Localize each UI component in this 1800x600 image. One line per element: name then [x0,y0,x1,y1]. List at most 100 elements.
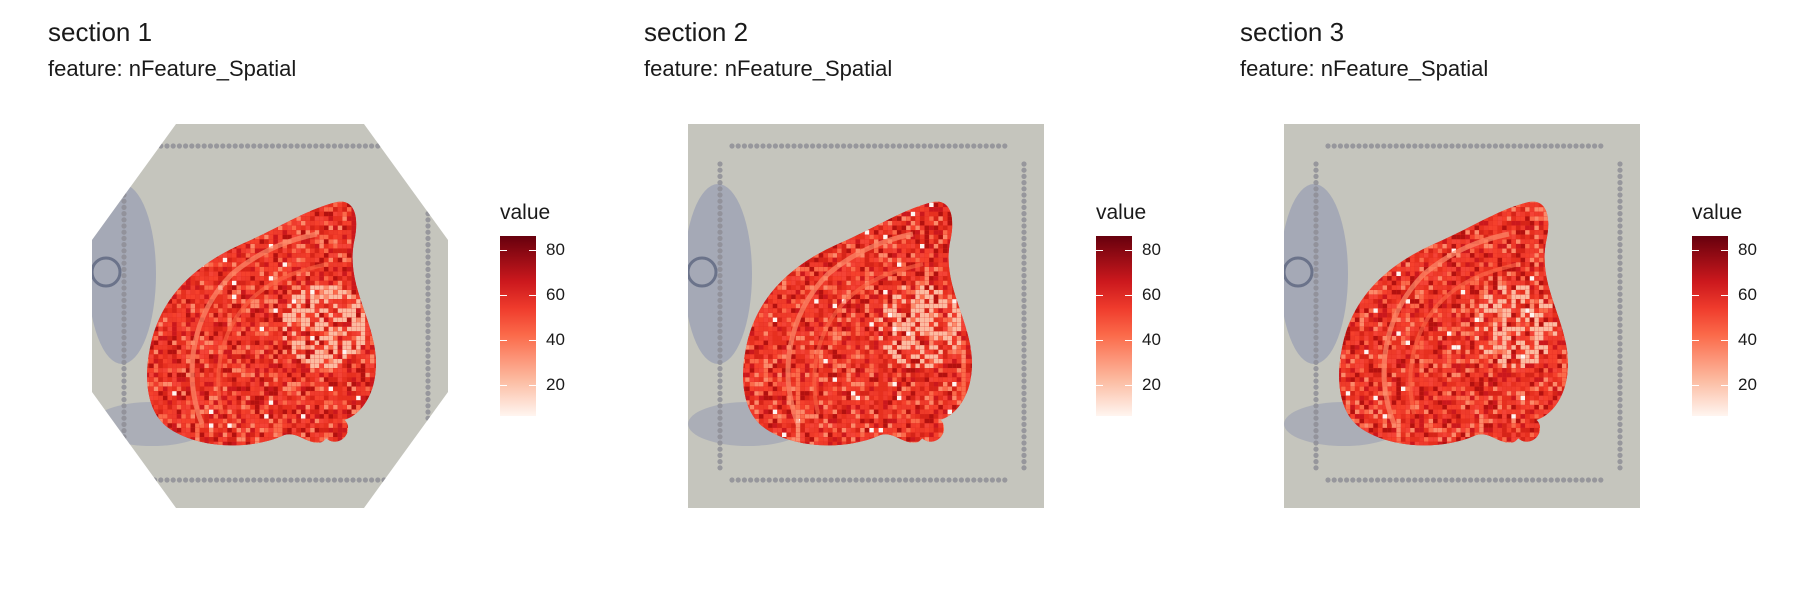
expression-spot [241,414,246,419]
expression-spot [365,377,370,382]
fiducial-spot [121,198,127,204]
expression-spot [943,244,948,249]
fiducial-spot [425,397,431,403]
expression-spot [268,299,274,304]
expression-spot [814,280,819,286]
expression-spot [282,391,287,396]
expression-spot [314,216,320,221]
expression-spot [887,234,893,240]
expression-spot [305,382,310,387]
expression-spot [906,230,911,235]
expression-spot [874,280,879,286]
fiducial-spot [952,477,958,483]
expression-spot [232,400,237,405]
expression-spot [324,207,329,212]
expression-spot [232,428,237,433]
expression-spot [915,322,920,327]
expression-spot [892,230,897,235]
fiducial-spot [121,328,127,334]
expression-spot [786,285,791,290]
expression-spot [209,322,214,327]
expression-spot [337,382,343,387]
expression-spot [924,202,929,207]
fiducial-spot [251,477,257,483]
expression-spot [347,253,352,258]
expression-spot [795,267,801,272]
fiducial-spot [1021,316,1027,322]
fiducial-spot [425,279,431,285]
fiducial-spot [121,452,127,458]
expression-spot [158,331,163,336]
expression-spot [328,317,333,322]
expression-spot [337,308,343,313]
expression-spot [305,253,310,258]
expression-spot [860,267,865,272]
expression-spot [245,271,251,276]
expression-spot [176,322,182,327]
expression-spot [222,409,228,414]
expression-spot [268,285,274,290]
expression-spot [250,428,255,433]
expression-spot [929,207,934,212]
expression-spot [929,248,934,253]
expression-spot [287,280,292,286]
expression-spot [869,253,874,258]
expression-spot [227,336,232,341]
expression-spot [186,363,191,368]
expression-spot [163,317,168,322]
expression-spot [222,303,228,309]
expression-spot [892,313,897,318]
expression-spot [360,336,366,341]
expression-spot [943,280,948,286]
expression-spot [149,340,154,345]
expression-spot [933,211,939,217]
spatial-plot [92,124,448,508]
expression-spot [929,202,934,207]
expression-spot [218,331,223,336]
expression-spot [319,336,324,341]
expression-spot [874,267,879,272]
expression-spot [337,317,343,322]
expression-spot [190,280,195,286]
expression-spot [227,340,232,345]
expression-spot [786,276,791,281]
expression-spot [199,372,205,378]
expression-spot [846,290,851,295]
expression-spot [920,290,925,295]
expression-spot [841,326,847,332]
fiducial-spot [406,477,412,483]
expression-spot [855,248,860,253]
expression-spot [809,257,814,263]
expression-spot [176,363,182,368]
expression-spot [906,211,911,217]
expression-spot [772,290,778,295]
expression-spot [333,405,338,410]
expression-spot [846,313,851,318]
expression-spot [920,280,925,286]
expression-spot [268,391,274,396]
expression-spot [232,432,237,437]
expression-spot [874,326,879,332]
expression-spot [204,405,209,410]
fiducial-spot [425,328,431,334]
fiducial-spot [313,477,319,483]
expression-spot [846,239,851,244]
expression-spot [365,363,370,368]
expression-spot [929,221,934,226]
fiducial-spot [971,477,977,483]
expression-spot [828,257,833,263]
expression-spot [181,368,186,373]
expression-spot [805,280,810,286]
expression-spot [190,418,195,424]
expression-spot [328,271,333,276]
expression-spot [814,299,819,304]
expression-spot [259,336,264,341]
expression-spot [287,299,292,304]
expression-spot [163,386,168,391]
expression-spot [328,372,333,378]
expression-spot [282,428,287,433]
expression-spot [245,423,251,428]
expression-spot [782,290,787,295]
fiducial-spot [189,143,195,149]
fiducial-spot [1021,260,1027,266]
